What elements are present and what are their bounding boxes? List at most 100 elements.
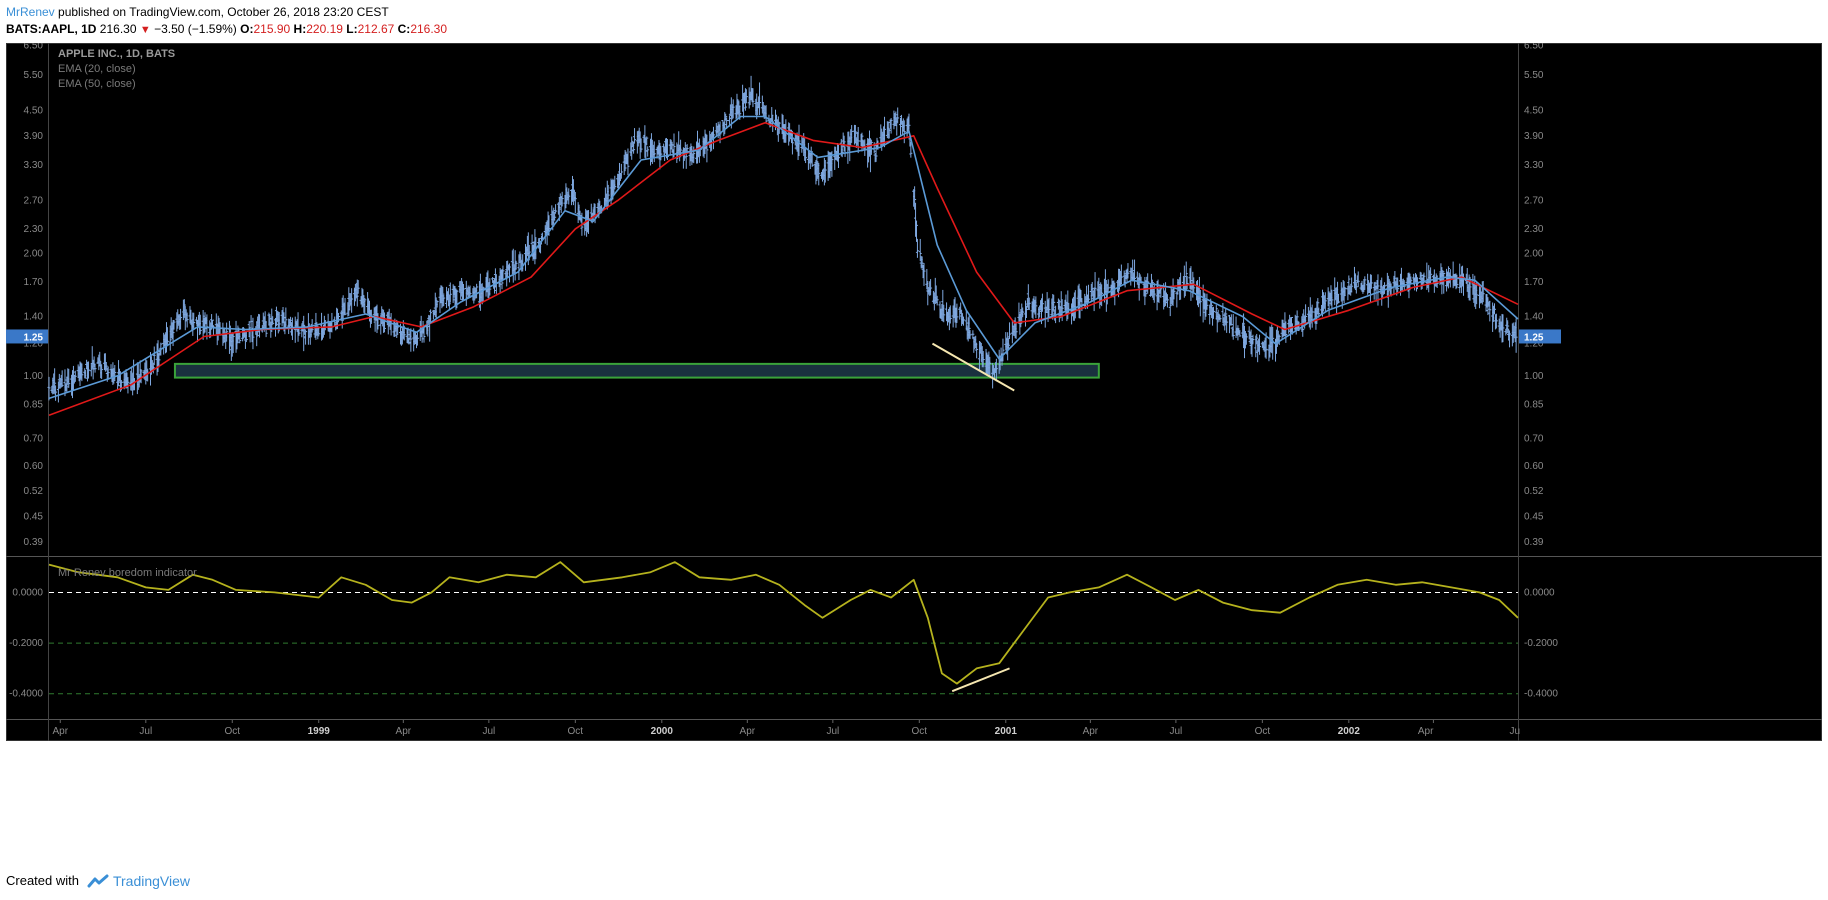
price-bar xyxy=(1393,271,1397,288)
price-bar xyxy=(1165,294,1169,308)
price-bar xyxy=(1198,289,1202,317)
close-value: 216.30 xyxy=(410,22,448,36)
price-bar xyxy=(804,148,808,164)
price-bar xyxy=(151,362,155,374)
price-bar xyxy=(1244,333,1248,345)
indicator-tick-left-2: -0.4000 xyxy=(9,689,43,700)
price-bar xyxy=(71,365,75,390)
price-bar xyxy=(415,332,419,346)
price-bar xyxy=(1106,279,1110,291)
author-link[interactable]: MrRenev xyxy=(6,5,55,19)
price-tick-left-12: 0.85 xyxy=(24,399,44,410)
price-bar xyxy=(1204,299,1208,317)
price-bar xyxy=(1027,297,1031,311)
price-tick-left-2: 4.50 xyxy=(24,106,44,117)
price-bar xyxy=(104,362,108,371)
price-bar xyxy=(860,132,864,152)
published-text: published on TradingView.com, October 26… xyxy=(54,5,389,19)
price-bar xyxy=(659,145,663,161)
price-tick-left-9: 1.40 xyxy=(24,311,44,322)
price-bar xyxy=(1218,314,1222,323)
time-tick-8: Apr xyxy=(740,726,756,737)
price-bar xyxy=(836,144,840,169)
price-bar xyxy=(842,135,846,151)
price-bar xyxy=(915,238,919,258)
time-tick-7: 2000 xyxy=(651,726,674,737)
price-bar xyxy=(853,124,857,144)
price-bar xyxy=(168,325,172,351)
price-bar xyxy=(350,288,354,313)
price-bar xyxy=(47,376,51,401)
price-bar xyxy=(183,306,187,331)
price-bar xyxy=(743,88,747,111)
price-bar xyxy=(1168,296,1172,317)
price-bar xyxy=(906,116,910,134)
price-bar xyxy=(672,133,676,157)
price-bar xyxy=(192,312,196,330)
price-bar xyxy=(78,361,82,386)
price-tick-right-6: 2.30 xyxy=(1524,224,1544,235)
price-bar xyxy=(1429,267,1433,285)
price-bar xyxy=(1287,320,1291,334)
price-tick-right-4: 3.30 xyxy=(1524,160,1544,171)
chart-canvas[interactable]: 6.50 6.50 5.50 5.50 4.50 4.50 3.90 3.90 3.30 3.30… xyxy=(6,43,1822,863)
price-bar xyxy=(1117,268,1121,298)
indicator-tick-right-0: 0.0000 xyxy=(1524,587,1555,598)
price-bar xyxy=(244,331,248,343)
price-bar xyxy=(1514,318,1518,353)
price-bar xyxy=(1327,291,1331,317)
price-bar xyxy=(630,136,634,160)
price-bar xyxy=(429,309,433,323)
price-tick-right-7: 2.00 xyxy=(1524,249,1544,260)
time-tick-2: Oct xyxy=(224,726,240,737)
price-tick-right-9: 1.40 xyxy=(1524,311,1544,322)
price-bar xyxy=(619,163,623,179)
price-tick-right-17: 0.39 xyxy=(1524,537,1544,548)
price-bar xyxy=(106,366,110,380)
price-bar xyxy=(1017,302,1021,324)
tradingview-link[interactable]: TradingView xyxy=(112,873,191,889)
time-tick-5: Jul xyxy=(482,726,495,737)
price-bar xyxy=(289,316,293,327)
time-tick-16: Apr xyxy=(1418,726,1434,737)
price-bar xyxy=(447,294,451,310)
price-bar xyxy=(396,321,400,336)
price-bar xyxy=(1014,321,1018,339)
time-tick-1: Jul xyxy=(139,726,152,737)
price-bar xyxy=(929,279,933,296)
price-bar xyxy=(1506,320,1510,334)
price-tick-left-10: 1.20 xyxy=(24,339,44,350)
indicator-tick-left-0: 0.0000 xyxy=(12,587,43,598)
time-tick-10: Oct xyxy=(912,726,928,737)
chart-background xyxy=(6,43,1822,741)
price-bar xyxy=(1255,333,1259,345)
price-bar xyxy=(731,99,735,119)
price-bar xyxy=(665,138,669,161)
price-bar xyxy=(1052,294,1056,312)
price-bar xyxy=(157,353,161,368)
price-tick-right-0: 6.50 xyxy=(1524,43,1544,52)
price-bar xyxy=(100,364,104,379)
price-bar xyxy=(225,322,229,342)
ema-20-line xyxy=(48,115,1519,400)
price-bar xyxy=(1231,314,1235,340)
price-bar xyxy=(1172,287,1176,300)
price-tick-right-3: 3.90 xyxy=(1524,131,1544,142)
price-bar xyxy=(1442,272,1446,294)
price-bar xyxy=(1105,283,1109,305)
price-bar xyxy=(84,369,88,379)
price-bar xyxy=(554,204,558,214)
price-bar xyxy=(1060,299,1064,322)
price-bar xyxy=(268,314,272,328)
price-bar xyxy=(1211,306,1215,319)
price-bar xyxy=(406,327,410,344)
price-bar xyxy=(514,260,518,270)
price-trendline xyxy=(931,342,1015,392)
price-bar xyxy=(896,107,900,124)
price-bar xyxy=(1383,282,1387,294)
price-bar xyxy=(639,138,643,153)
price-bar xyxy=(1356,271,1360,288)
price-bar xyxy=(955,303,959,323)
time-tick-12: Apr xyxy=(1083,726,1099,737)
price-bar xyxy=(889,118,893,134)
